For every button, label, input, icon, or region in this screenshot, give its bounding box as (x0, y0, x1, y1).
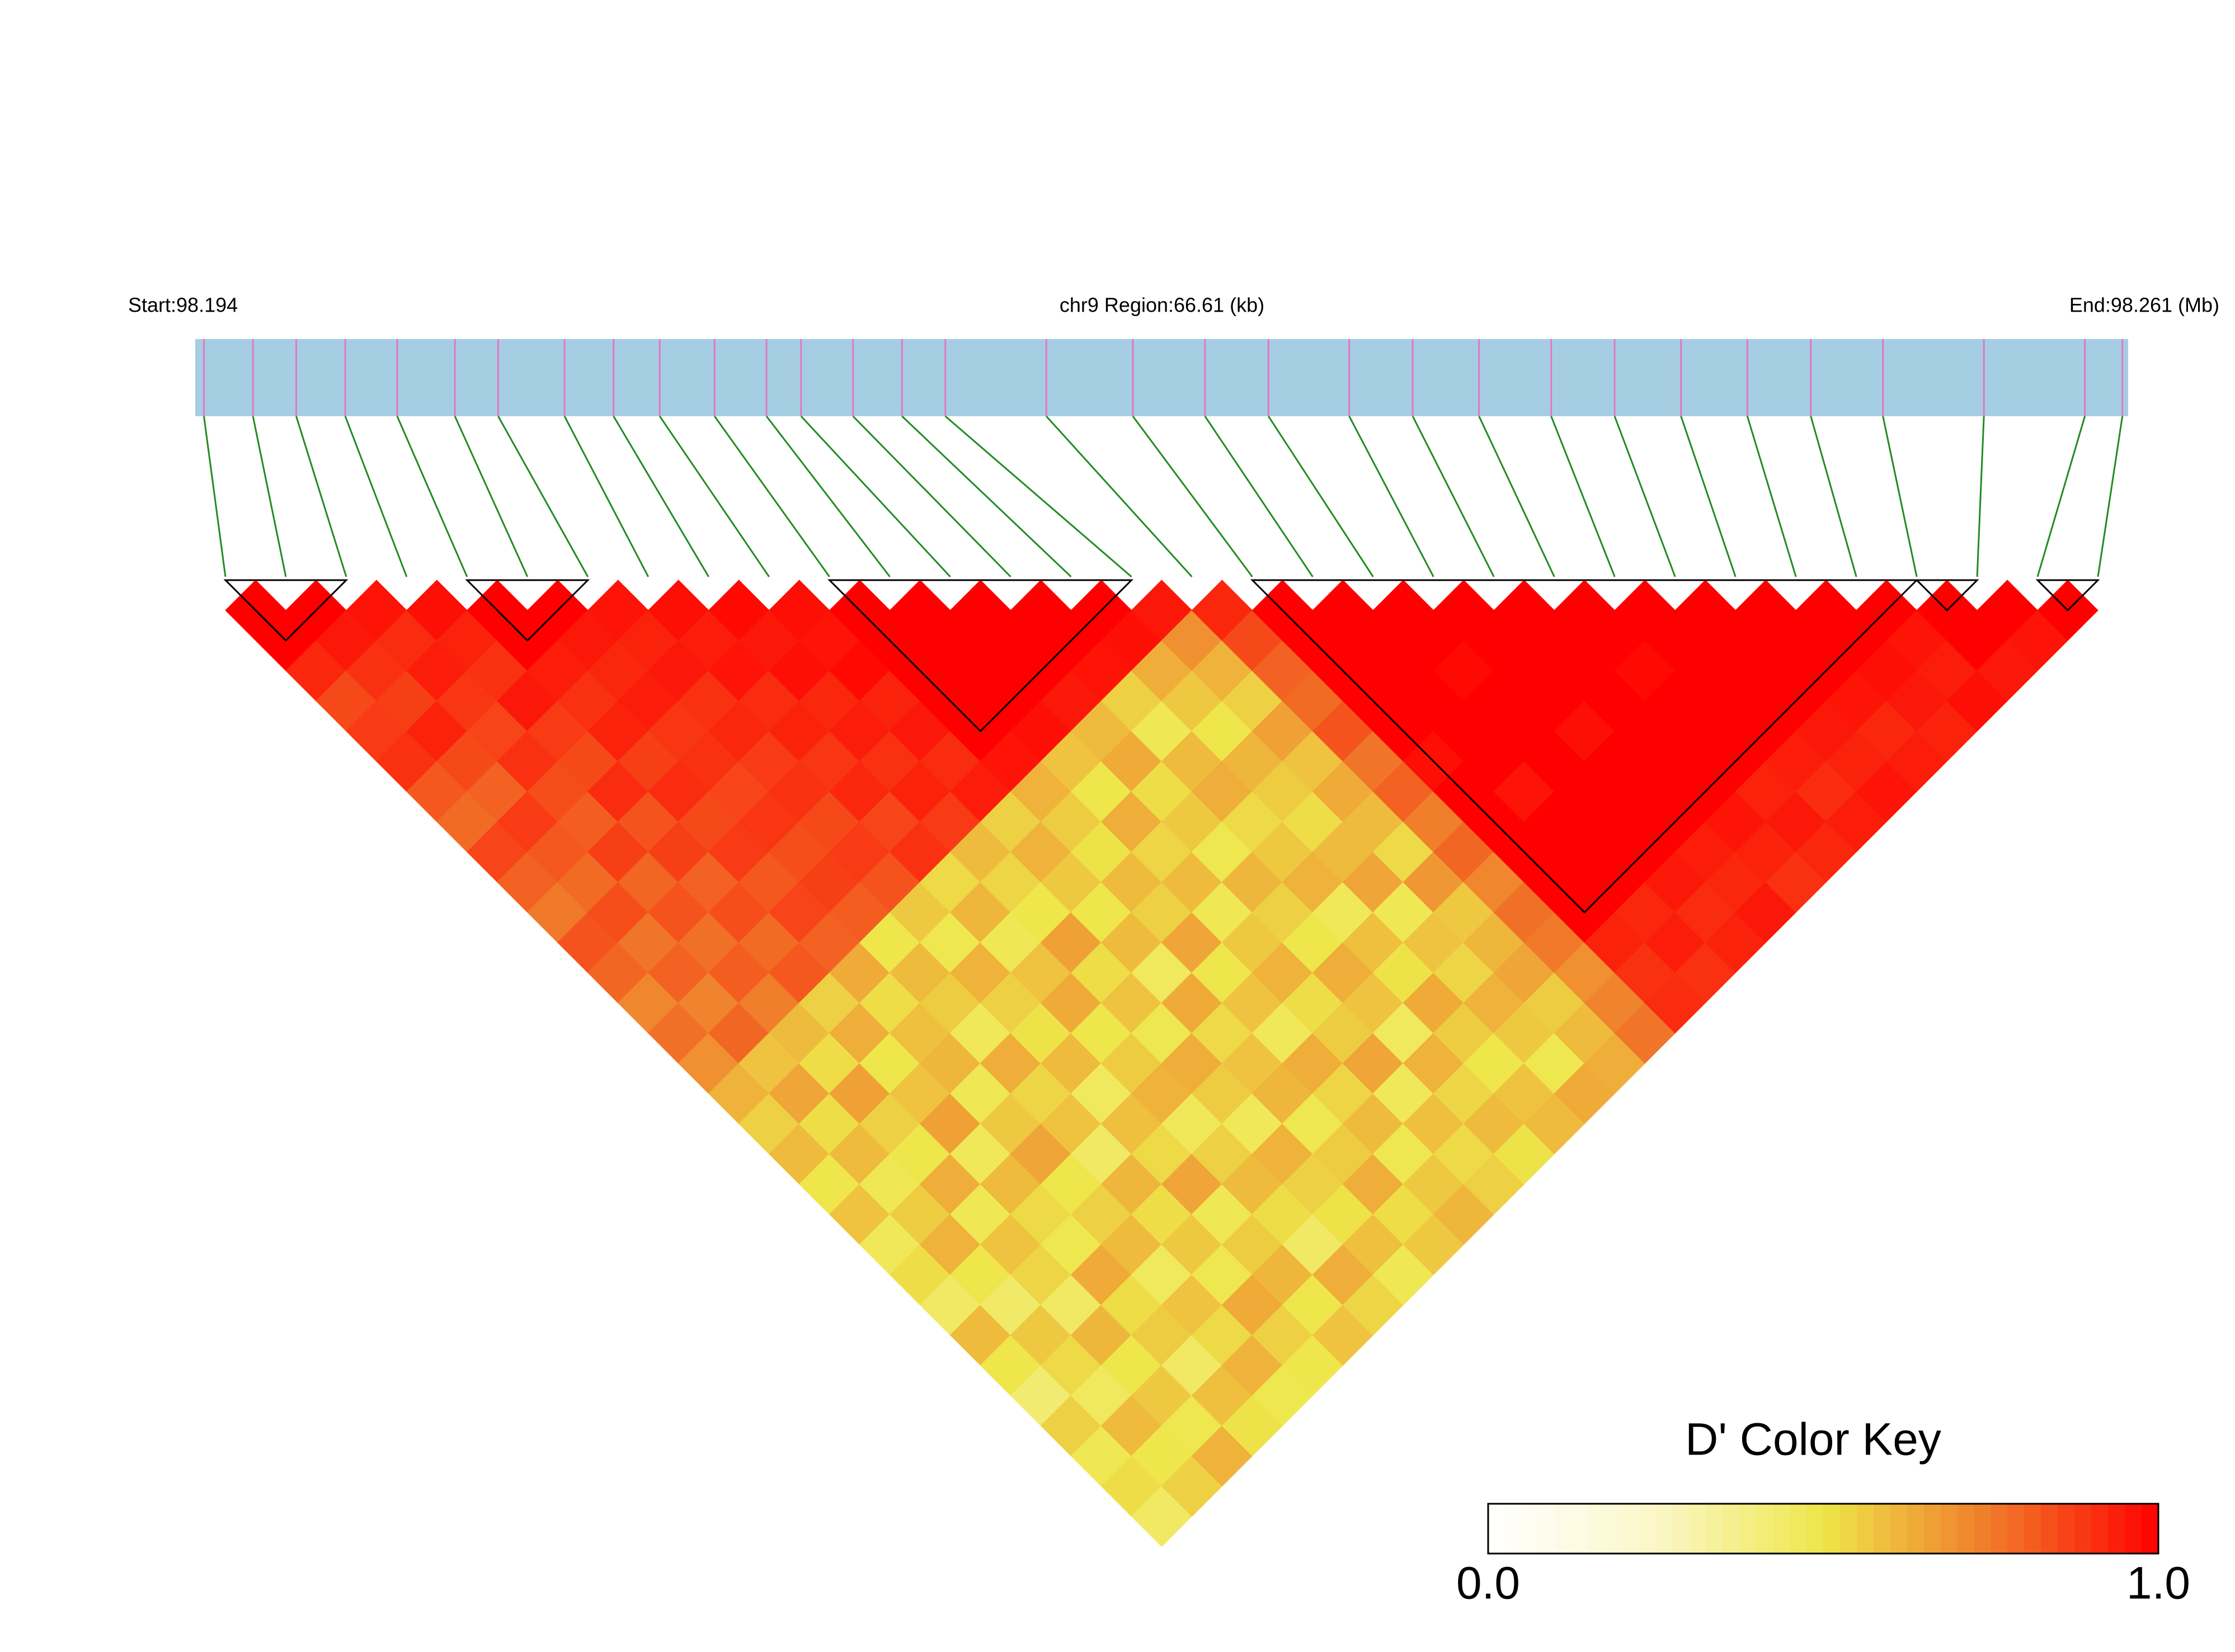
color-key-title: D' Color Key (1685, 1414, 1941, 1465)
color-key-swatch (1739, 1504, 1757, 1554)
snp-connector (252, 416, 287, 577)
ld-block (1250, 579, 1919, 914)
color-key-swatch (1521, 1504, 1539, 1554)
color-key-swatch (1756, 1504, 1774, 1554)
ld-block (2035, 579, 2100, 612)
color-key-swatch (1555, 1504, 1573, 1554)
color-key-frame (1487, 1503, 2159, 1555)
color-key-swatch (1538, 1504, 1556, 1554)
snp-connector (497, 416, 589, 577)
snp-connector (800, 415, 951, 578)
snp-connector (1478, 416, 1555, 577)
snp-connector (396, 416, 468, 577)
color-key-swatch (1823, 1504, 1841, 1554)
snp-connector (1613, 416, 1676, 577)
color-key-swatch (1974, 1504, 1992, 1554)
color-key-swatch (2041, 1504, 2059, 1554)
color-key-swatch (1689, 1504, 1707, 1554)
snp-connector (1204, 416, 1314, 577)
snp-connector (1976, 416, 1985, 577)
ld-block (827, 579, 1134, 733)
color-key-swatch (1923, 1504, 1941, 1554)
color-key-swatch (2108, 1504, 2126, 1554)
snp-connector (1268, 416, 1374, 577)
color-key-swatch (2007, 1504, 2025, 1554)
ld-block (465, 579, 590, 642)
color-key-swatch (1655, 1504, 1673, 1554)
color-key-swatch (1790, 1504, 1808, 1554)
snp-connector (454, 416, 529, 577)
color-key-swatch (2142, 1504, 2159, 1554)
color-key-swatch (1806, 1504, 1824, 1554)
snp-connector (203, 416, 227, 577)
color-key-swatch (1605, 1504, 1623, 1554)
snp-connector (901, 415, 1072, 578)
color-key-swatch (1890, 1504, 1908, 1554)
snp-connector (1132, 416, 1253, 577)
color-key-swatch (2125, 1504, 2143, 1554)
snp-connector (713, 416, 830, 577)
start-label: Start:98.194 (128, 294, 238, 317)
snp-connector (344, 416, 408, 577)
snp-connector (658, 416, 770, 577)
color-key-tick-label: 0.0 (1456, 1558, 1520, 1609)
color-key-swatch (1571, 1504, 1589, 1554)
color-key-swatch (2091, 1504, 2109, 1554)
snp-connector (563, 416, 650, 577)
snp-connector (1810, 416, 1857, 577)
snp-connector (1411, 416, 1495, 577)
snp-connector (1882, 416, 1918, 577)
color-key-swatch (1672, 1504, 1690, 1554)
color-key-swatch (1588, 1504, 1606, 1554)
color-key-swatch (2058, 1504, 2076, 1554)
region-label: chr9 Region:66.61 (kb) (1060, 294, 1264, 317)
color-key-swatch (2074, 1504, 2092, 1554)
snp-connector (1046, 415, 1193, 578)
color-key-swatch (1639, 1504, 1657, 1554)
color-key-swatch (1940, 1504, 1958, 1554)
snp-connector (1746, 416, 1797, 577)
ld-block (1914, 579, 1979, 612)
color-key-swatch (1622, 1504, 1640, 1554)
end-label: End:98.261 (Mb) (2069, 294, 2219, 317)
snp-connector (1680, 416, 1737, 577)
color-key-swatch (1957, 1504, 1975, 1554)
color-key-swatch (1907, 1504, 1925, 1554)
snp-connector (2097, 416, 2124, 577)
snp-connector (852, 415, 1011, 578)
color-key-swatch (1839, 1504, 1857, 1554)
color-key-swatch (2024, 1504, 2042, 1554)
ld-block (223, 579, 349, 642)
color-key-swatch (1873, 1504, 1891, 1554)
snp-connector (2036, 416, 2086, 577)
color-key-swatch (1504, 1504, 1522, 1554)
color-key-swatch (1723, 1504, 1740, 1554)
snp-connector (1550, 416, 1616, 577)
color-key-swatch (1488, 1504, 1505, 1554)
snp-connector (613, 416, 710, 577)
snp-connector (295, 416, 347, 577)
snp-connector (944, 415, 1132, 578)
snp-connector (765, 416, 891, 577)
color-key-tick-label: 1.0 (2126, 1558, 2190, 1609)
color-key-swatch (1991, 1504, 2008, 1554)
color-key-swatch (1706, 1504, 1724, 1554)
position-bar (195, 339, 2128, 416)
snp-connector (1348, 416, 1434, 577)
color-key-swatch (1856, 1504, 1874, 1554)
color-key-swatch (1773, 1504, 1791, 1554)
